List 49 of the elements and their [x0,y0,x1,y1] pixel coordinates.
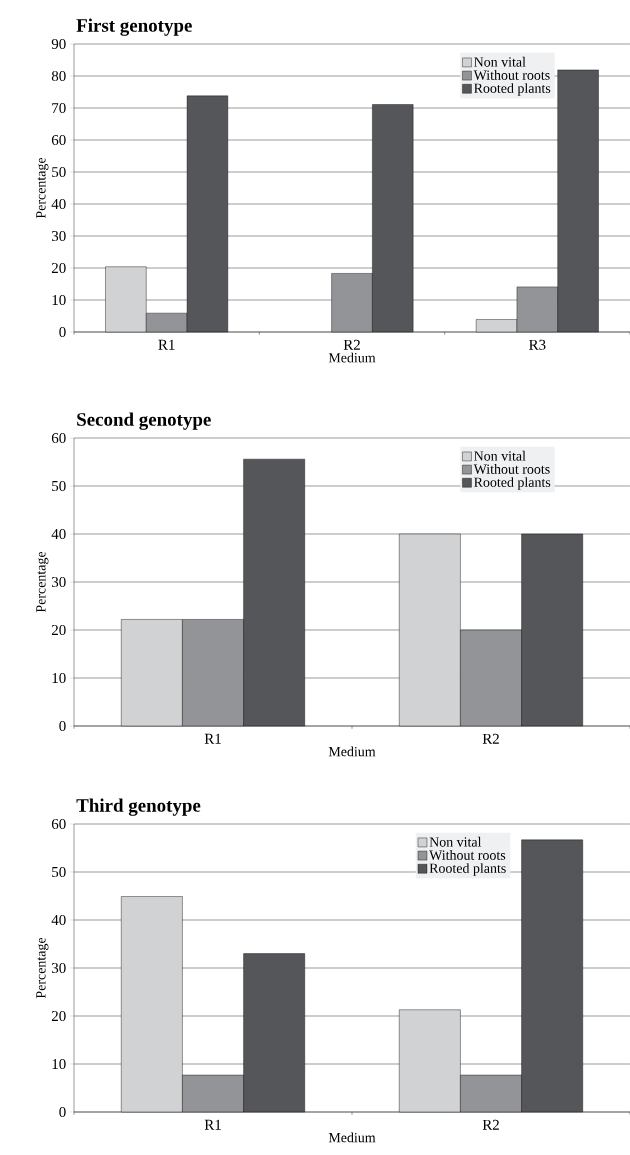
y-tick-label: 0 [59,1106,66,1118]
x-tick-label: R1 [204,733,221,744]
y-tick-label: 20 [51,1010,66,1022]
legend-label: Without roots [473,463,550,474]
x-tick-label: R2 [343,339,360,350]
y-tick-label: 20 [51,262,66,274]
y-axis-title: Percentage [36,551,49,613]
y-tick-label: 30 [51,230,66,242]
x-tick-label: R2 [482,733,499,744]
y-tick-label: 10 [52,672,66,684]
x-tick-label: R1 [204,1119,221,1130]
x-axis-title: Medium [328,746,376,757]
legend-label: Rooted plants [429,863,506,876]
x-tick-label: R3 [528,339,546,350]
y-tick-label: 90 [51,38,66,50]
y-tick-label: 60 [51,818,66,830]
y-tick-label: 40 [51,528,66,540]
y-tick-label: 50 [52,866,66,878]
y-tick-label: 80 [51,70,66,82]
y-tick-label: 20 [51,624,66,636]
y-tick-label: 40 [51,198,66,210]
chart-title: Third genotype [76,798,201,816]
x-axis-title: Medium [328,1132,376,1143]
y-tick-label: 10 [52,294,66,306]
y-tick-label: 30 [51,576,66,588]
legend-label: Non vital [429,836,482,847]
y-tick-label: 50 [52,166,66,178]
chart-title: First genotype [76,18,192,36]
y-tick-label: 60 [51,432,66,444]
x-tick-label: R1 [158,339,175,350]
y-axis-title: Percentage [36,157,49,219]
legend-label: Non vital [473,450,526,461]
y-tick-label: 10 [52,1058,66,1070]
legend-label: Without roots [473,69,550,80]
y-tick-label: 40 [51,914,66,926]
legend-label: Without roots [429,849,506,860]
x-tick-label: R2 [482,1119,499,1130]
y-tick-label: 70 [52,102,66,114]
y-axis-title: Percentage [36,937,49,999]
legend-label: Non vital [473,56,526,67]
y-tick-label: 60 [51,134,66,146]
y-tick-label: 0 [59,720,66,732]
y-tick-label: 0 [59,326,66,338]
y-tick-label: 30 [51,962,66,974]
chart-title: Second genotype [77,412,211,430]
x-axis-title: Medium [328,352,376,363]
legend-label: Rooted plants [473,477,551,490]
legend-label: Rooted plants [473,83,551,96]
y-tick-label: 50 [52,480,66,492]
